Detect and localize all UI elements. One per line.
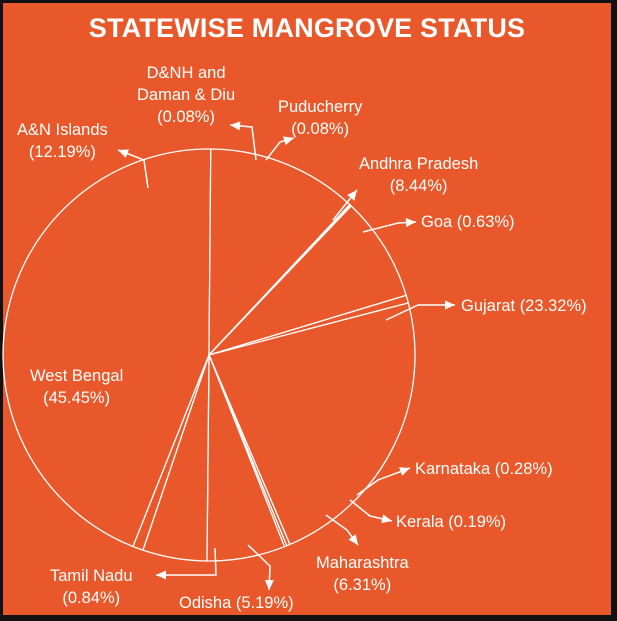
label-arrowhead-7 bbox=[381, 514, 392, 524]
label-arrowhead-0 bbox=[118, 149, 129, 158]
label-an-islands-value: (12.19%) bbox=[28, 143, 96, 161]
label-arrowhead-9 bbox=[264, 579, 274, 590]
label-arrow-5 bbox=[385, 304, 455, 321]
label-andhra-pradesh-name: Andhra Pradesh bbox=[359, 155, 479, 173]
label-arrowhead-4 bbox=[405, 218, 416, 228]
label-an-islands-name: A&N Islands bbox=[17, 121, 108, 139]
pie-slice-a-n-islands bbox=[208, 148, 351, 356]
pie-slice-gujarat bbox=[208, 302, 416, 546]
chart-title: STATEWISE MANGROVE STATUS bbox=[88, 13, 526, 43]
label-tamil-nadu: Tamil Nadu (0.84%) bbox=[50, 565, 133, 609]
label-maharashtra-name: Maharashtra bbox=[316, 554, 409, 572]
label-tamil-nadu-name: Tamil Nadu bbox=[50, 567, 133, 585]
label-puducherry: Puducherry (0.08%) bbox=[278, 96, 362, 140]
label-puducherry-name: Puducherry bbox=[278, 98, 363, 116]
pie-slice-andhra-pradesh bbox=[208, 205, 407, 356]
label-kerala: Kerala (0.19%) bbox=[396, 513, 507, 531]
label-arrow-10 bbox=[156, 547, 217, 576]
label-andhra-pradesh-value: (8.44%) bbox=[389, 177, 448, 195]
label-dnh-line2: Daman & Diu bbox=[137, 86, 236, 104]
label-maharashtra: Maharashtra (6.31%) bbox=[316, 552, 409, 596]
label-arrows bbox=[117, 121, 455, 591]
label-arrowhead-6 bbox=[399, 467, 410, 476]
label-arrowhead-2 bbox=[283, 136, 294, 146]
label-west-bengal: West Bengal (45.45%) bbox=[30, 365, 123, 409]
label-arrow-6 bbox=[356, 467, 411, 496]
label-karnataka: Karnataka (0.28%) bbox=[415, 460, 553, 478]
label-maharashtra-value: (6.31%) bbox=[333, 576, 392, 594]
label-west-bengal-name: West Bengal bbox=[30, 367, 124, 385]
label-arrowhead-8 bbox=[348, 534, 358, 545]
label-andhra-pradesh: Andhra Pradesh (8.44%) bbox=[359, 153, 478, 197]
label-odisha: Odisha (5.19%) bbox=[179, 594, 294, 612]
pie-slice-tamil-nadu bbox=[132, 354, 210, 551]
pie-slice-west-bengal bbox=[2, 148, 212, 548]
label-dnh-daman-diu: D&NH and Daman & Diu (0.08%) bbox=[137, 62, 235, 128]
label-arrowhead-10 bbox=[156, 570, 166, 580]
label-arrowhead-1 bbox=[230, 121, 241, 131]
label-goa: Goa (0.63%) bbox=[421, 213, 515, 231]
label-tamil-nadu-value: (0.84%) bbox=[62, 589, 121, 607]
label-arrowhead-3 bbox=[347, 190, 357, 201]
label-west-bengal-value: (45.45%) bbox=[43, 389, 111, 407]
label-arrowhead-5 bbox=[445, 300, 455, 310]
label-puducherry-value: (0.08%) bbox=[291, 120, 350, 138]
label-an-islands: A&N Islands (12.19%) bbox=[17, 119, 108, 163]
label-dnh-line1: D&NH and bbox=[146, 64, 226, 82]
label-dnh-value: (0.08%) bbox=[157, 108, 215, 126]
label-gujarat: Gujarat (23.32%) bbox=[461, 297, 587, 315]
